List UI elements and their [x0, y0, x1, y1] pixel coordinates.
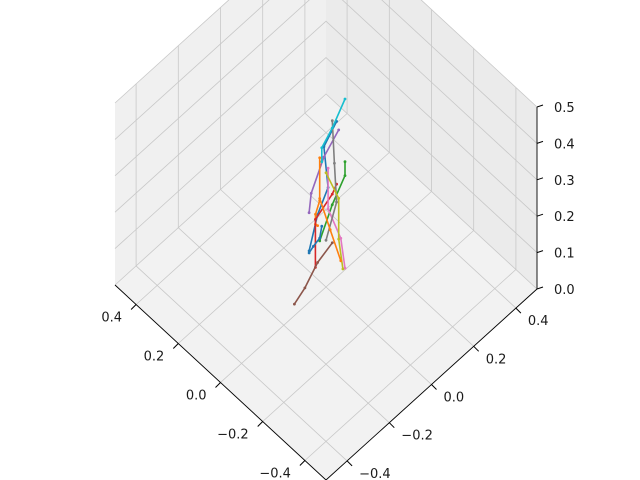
x-tick-label: 0.2	[144, 350, 165, 365]
series-point	[330, 241, 334, 245]
series-point	[320, 224, 324, 228]
series-point	[343, 160, 347, 164]
x-tick-mark	[299, 460, 306, 466]
axis-ticks: −0.4 −0.2 0.0 0.2 0.4 −0.4 −0.2 0.0 0.2 0.4 0.0 0.1…	[101, 101, 574, 480]
y-tick-mark	[346, 460, 353, 467]
z-tick-mark	[536, 286, 544, 290]
x-tick-label: −0.4	[259, 467, 291, 480]
grid-line-z	[114, 93, 538, 290]
y-tick-mark	[473, 345, 480, 352]
series-point	[303, 286, 307, 290]
series-point	[339, 236, 343, 240]
z-tick-mark	[536, 104, 544, 108]
grid-line-z	[114, 20, 538, 217]
series-point	[322, 155, 326, 159]
x-tick-label: 0.0	[186, 389, 207, 404]
y-tick-label: −0.4	[359, 467, 391, 480]
grid-line-z	[114, 0, 538, 144]
series-line-11	[308, 226, 323, 254]
series-point	[326, 166, 330, 170]
series-point	[320, 160, 324, 164]
series-point	[343, 97, 347, 101]
series-point	[343, 174, 347, 178]
series-line-5	[308, 129, 340, 213]
series-point	[326, 207, 330, 211]
series-point	[316, 224, 319, 228]
x-tick-mark	[172, 343, 179, 349]
series-line-8	[325, 120, 338, 241]
z-tick-label: 0.3	[554, 174, 575, 189]
y-tick-mark	[388, 422, 395, 429]
grid-line-z	[114, 0, 538, 181]
series-point	[330, 203, 334, 207]
y-tick-label: 0.2	[486, 352, 507, 367]
series-line-3	[318, 161, 346, 242]
series-point	[337, 197, 341, 200]
x-tick-mark	[257, 421, 264, 427]
z-tick-label: 0.4	[554, 137, 575, 152]
series-point	[311, 245, 315, 248]
series-point	[335, 200, 338, 204]
x-tick-mark	[215, 382, 221, 388]
series-point	[307, 211, 311, 215]
series-point	[330, 119, 334, 123]
x-tick-label: 0.4	[101, 311, 122, 326]
series-line-7	[327, 168, 346, 269]
x-tick-label: −0.2	[217, 428, 249, 443]
series-point	[330, 126, 334, 130]
series-point	[339, 259, 343, 263]
y-tick-label: 0.0	[444, 391, 465, 406]
series-point	[316, 261, 319, 264]
z-tick-label: 0.2	[554, 210, 575, 225]
series-point	[330, 192, 334, 196]
series-point	[337, 128, 341, 132]
series-line-10	[320, 98, 346, 162]
y-tick-mark	[515, 307, 522, 314]
z-tick-mark	[536, 177, 544, 181]
y-tick-label: 0.4	[528, 314, 549, 329]
series-point	[293, 302, 296, 306]
grid-line-z	[114, 0, 538, 108]
series-point	[324, 238, 328, 242]
series-point	[341, 267, 345, 271]
grid-line-z	[114, 57, 538, 253]
z-tick-mark	[536, 213, 544, 217]
y-tick-mark	[431, 384, 437, 390]
series-line-12	[318, 157, 342, 262]
y-tick-label: −0.2	[401, 429, 433, 444]
series-point	[318, 197, 322, 200]
series-point	[309, 191, 313, 195]
z-tick-mark	[536, 250, 544, 254]
series-point	[318, 156, 322, 160]
series-point	[337, 237, 341, 241]
z-tick-label: 0.1	[554, 247, 575, 262]
series-point	[324, 171, 328, 175]
series-point	[314, 218, 317, 221]
z-tick-label: 0.0	[554, 283, 575, 298]
series-point	[318, 236, 322, 240]
series-point	[328, 228, 332, 232]
x-tick-mark	[130, 304, 137, 310]
series-point	[314, 212, 317, 216]
grid-lines	[114, 0, 538, 462]
series-point	[320, 146, 324, 150]
series-line-9	[325, 172, 344, 270]
series-point	[307, 251, 311, 255]
z-tick-mark	[536, 140, 544, 144]
series-line-6	[293, 242, 333, 305]
data-series	[293, 97, 347, 306]
series-point	[333, 161, 336, 165]
series-point	[343, 266, 347, 270]
z-tick-label: 0.5	[554, 101, 575, 116]
